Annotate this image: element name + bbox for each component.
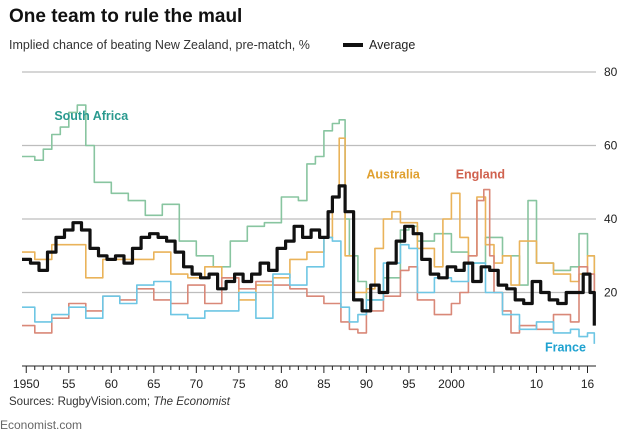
- y-tick-label-40: 40: [604, 212, 618, 226]
- y-tick-label-20: 20: [604, 286, 618, 300]
- x-tick-label-1980: 80: [275, 377, 289, 391]
- series-labels: South Africa Australia England France: [54, 109, 586, 355]
- australia-label: Australia: [366, 168, 421, 182]
- source-note: Sources: RugbyVision.com; The Economist: [9, 396, 230, 408]
- x-tick-label-1950: 1950: [13, 377, 40, 391]
- average-line: [22, 184, 596, 326]
- x-tick-label-2010: 10: [530, 377, 544, 391]
- south-africa-line: [22, 104, 596, 301]
- brand-wordmark: Economist.com: [0, 418, 83, 432]
- x-tick-label-1965: 65: [147, 377, 161, 391]
- south-africa-label: South Africa: [54, 109, 129, 123]
- y-tick-label-60: 60: [604, 139, 618, 153]
- source-italic: The Economist: [153, 396, 230, 408]
- x-tick-label-1995: 95: [402, 377, 416, 391]
- series-lines: [22, 104, 596, 344]
- legend: Average: [343, 38, 415, 52]
- y-tick-label-80: 80: [604, 65, 618, 79]
- france-line: [22, 236, 596, 344]
- x-tick-label-1960: 60: [105, 377, 119, 391]
- x-tick-label-2016: 16: [581, 377, 595, 391]
- axes: 20 40 60 80 1950 55 60 65 70 75 80 85 90 95 2000 10 16: [13, 65, 618, 391]
- x-tick-label-1975: 75: [232, 377, 246, 391]
- x-tick-label-2000: 2000: [438, 377, 465, 391]
- x-tick-label-1985: 85: [317, 377, 331, 391]
- chart-title: One team to rule the maul: [9, 6, 243, 27]
- france-label: France: [545, 340, 586, 354]
- england-line: [22, 188, 596, 334]
- x-tick-label-1990: 90: [360, 377, 374, 391]
- average-legend-label: Average: [369, 38, 416, 52]
- x-tick-label-1970: 70: [190, 377, 204, 391]
- x-tick-label-1955: 55: [62, 377, 76, 391]
- chart-subtitle: Implied chance of beating New Zealand, p…: [9, 38, 310, 52]
- average-legend-swatch: [343, 43, 363, 47]
- england-label: England: [456, 168, 505, 182]
- source-prefix: Sources: RugbyVision.com;: [9, 396, 154, 408]
